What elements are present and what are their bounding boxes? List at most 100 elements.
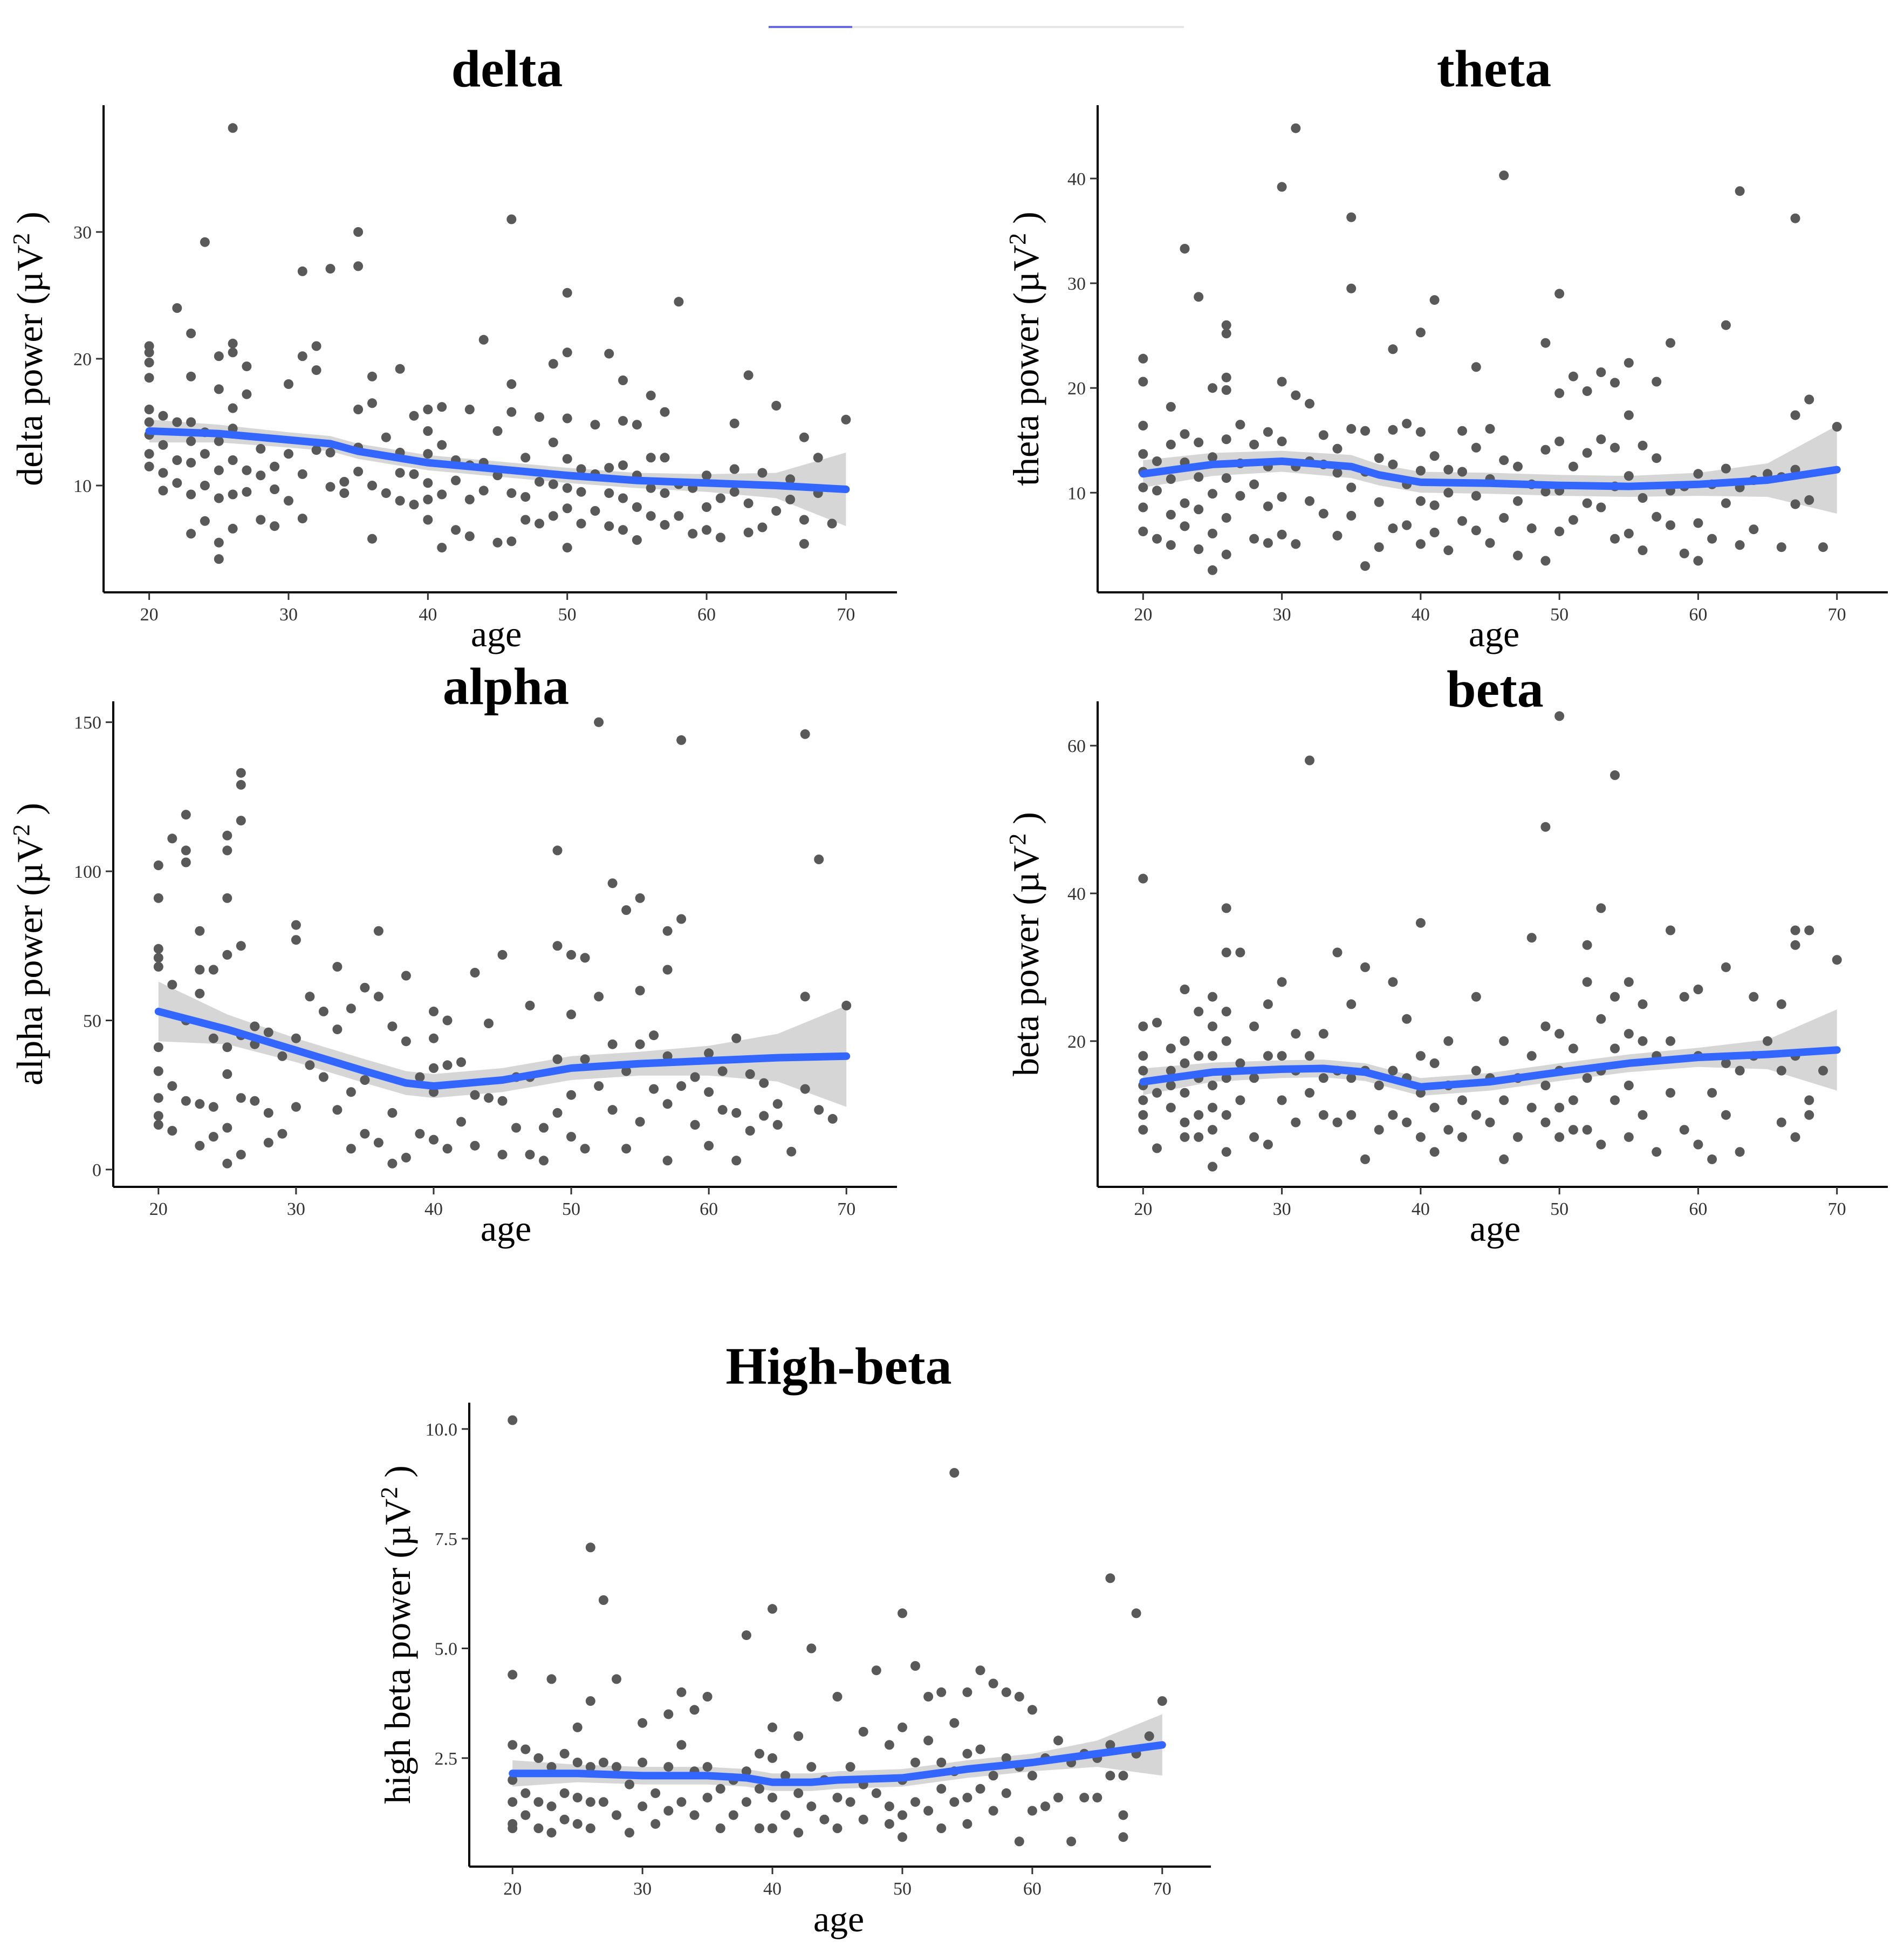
smooth-trend-line xyxy=(154,1007,851,1090)
data-point xyxy=(949,1468,960,1478)
data-point xyxy=(1157,1696,1167,1706)
data-point xyxy=(884,1819,894,1829)
data-point xyxy=(222,1158,232,1169)
data-point xyxy=(1568,515,1578,525)
data-point xyxy=(546,1762,557,1772)
data-point xyxy=(284,379,293,389)
chart-title: delta xyxy=(451,40,563,98)
data-point xyxy=(1568,1125,1578,1135)
data-point xyxy=(1138,1051,1148,1061)
data-point xyxy=(1194,292,1204,302)
data-point xyxy=(548,479,558,489)
data-point xyxy=(1457,467,1467,477)
data-point xyxy=(1540,487,1551,497)
data-point xyxy=(1221,372,1231,382)
data-point xyxy=(1194,544,1204,555)
data-point xyxy=(208,1132,218,1142)
data-point xyxy=(1638,999,1648,1009)
data-point xyxy=(451,475,461,486)
data-point xyxy=(144,358,154,367)
x-tick-label: 60 xyxy=(1689,1199,1707,1219)
data-point xyxy=(1457,1095,1467,1105)
data-point xyxy=(520,515,531,525)
data-point xyxy=(638,1718,648,1728)
data-point xyxy=(576,487,586,497)
data-point xyxy=(566,1132,576,1142)
data-point xyxy=(674,297,684,307)
data-point xyxy=(1180,1058,1190,1068)
data-point xyxy=(360,1129,370,1139)
data-point xyxy=(1221,903,1231,913)
data-point xyxy=(195,988,205,999)
data-point xyxy=(195,1140,205,1151)
data-point xyxy=(497,1096,508,1106)
data-point xyxy=(409,411,419,421)
data-point xyxy=(1066,1836,1077,1847)
data-point xyxy=(1443,488,1454,498)
data-point xyxy=(325,264,335,274)
data-point xyxy=(360,982,370,993)
data-point xyxy=(1776,1117,1786,1128)
data-point xyxy=(793,1828,804,1838)
data-point xyxy=(195,965,205,975)
data-point xyxy=(256,443,266,454)
data-point xyxy=(1499,1036,1509,1046)
data-point xyxy=(153,860,163,870)
data-point xyxy=(1249,534,1259,544)
data-point xyxy=(1221,1147,1231,1157)
y-label-superscript: 2 xyxy=(1004,233,1031,245)
data-point xyxy=(437,440,447,450)
data-point xyxy=(660,453,670,463)
y-label-text: delta power ( xyxy=(9,292,50,486)
data-point xyxy=(153,1093,163,1103)
data-point xyxy=(222,1042,232,1053)
data-point xyxy=(451,525,461,535)
data-point xyxy=(181,845,191,856)
data-point xyxy=(832,1692,843,1702)
data-point xyxy=(662,1156,673,1166)
data-point xyxy=(1131,1608,1141,1618)
x-tick-label: 40 xyxy=(419,605,437,625)
data-point xyxy=(353,405,364,414)
data-point xyxy=(1249,1073,1259,1083)
data-point xyxy=(367,481,377,490)
data-point xyxy=(832,1823,843,1833)
data-point xyxy=(772,1099,783,1109)
y-label-text: alpha power ( xyxy=(9,884,50,1085)
data-point xyxy=(367,398,377,408)
data-point xyxy=(1790,940,1800,950)
y-label-unit: µV xyxy=(9,836,50,884)
data-point xyxy=(949,1718,960,1728)
smooth-trend-line xyxy=(1139,457,1841,490)
data-point xyxy=(153,953,163,963)
data-point xyxy=(318,1072,328,1082)
data-point xyxy=(228,347,238,358)
data-point xyxy=(1818,542,1828,552)
data-point xyxy=(1554,1132,1565,1142)
data-point xyxy=(1457,516,1467,526)
data-point xyxy=(172,478,182,488)
data-point xyxy=(923,1806,934,1816)
y-label-superscript: 2 xyxy=(8,824,35,836)
data-point xyxy=(1693,1139,1703,1150)
data-point xyxy=(1263,1139,1273,1150)
data-point xyxy=(311,341,321,351)
data-point xyxy=(1138,449,1148,459)
data-point xyxy=(1415,1132,1426,1142)
data-point xyxy=(533,1753,544,1763)
data-point xyxy=(813,453,823,463)
y-label-suffix: ) xyxy=(9,211,50,233)
data-point xyxy=(1388,1065,1398,1076)
data-point xyxy=(277,1129,287,1139)
data-point xyxy=(690,1072,700,1082)
data-point xyxy=(214,351,224,361)
data-point xyxy=(1568,461,1578,472)
data-point xyxy=(621,1066,632,1076)
data-point xyxy=(1001,1753,1011,1763)
data-point xyxy=(1610,534,1620,544)
data-point xyxy=(1014,1692,1024,1702)
data-point xyxy=(618,525,628,535)
data-point xyxy=(1735,540,1745,550)
data-point xyxy=(1790,410,1800,420)
data-point xyxy=(250,1021,260,1031)
